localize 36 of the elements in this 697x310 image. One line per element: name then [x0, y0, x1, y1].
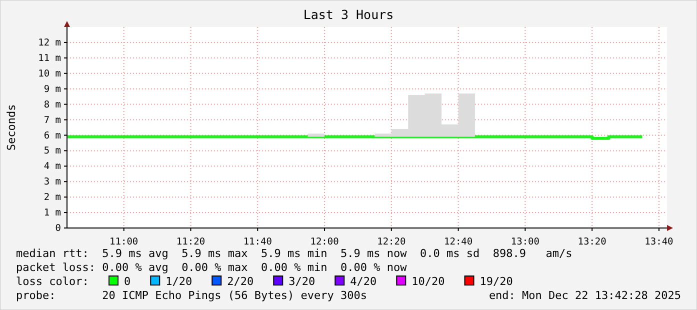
text: 1/20 [166, 275, 192, 288]
text: probe: 20 ICMP Echo Pings (56 Bytes) every 300s [16, 289, 367, 302]
x-tick-label: 11:20 [176, 236, 206, 248]
text: 19/20 [480, 275, 513, 288]
x-tick-label: 12:20 [377, 236, 406, 248]
chart-title: Last 3 Hours [303, 7, 394, 22]
y-tick-label: 0 [55, 223, 62, 234]
text: 0 [124, 275, 131, 288]
y-tick-label: 2 m [44, 192, 62, 204]
x-tick-label: 13:00 [510, 236, 540, 248]
y-tick-label: 6 m [44, 130, 62, 142]
y-tick-label: 7 m [44, 114, 62, 126]
y-tick-label: 5 m [44, 146, 62, 157]
x-tick-label: 13:20 [578, 236, 607, 248]
y-tick-label: 1 m [44, 208, 62, 219]
y-axis-title: Seconds [5, 104, 18, 151]
text: loss color: [16, 275, 89, 288]
x-tick-label: 12:00 [310, 236, 340, 248]
y-tick-label: 4 m [44, 161, 62, 172]
y-tick-label: 12 m [38, 38, 62, 48]
x-tick-label: 11:40 [243, 236, 272, 248]
text: median rtt: 5.9 ms avg 5.9 ms max 5.9 ms min 5.9 ms now 0.0 ms sd 898.9 am/s [16, 247, 572, 260]
y-tick-label: 11 m [38, 52, 62, 64]
x-tick-label: 13:40 [644, 236, 674, 248]
text: packet loss: 0.00 % avg 0.00 % max 0.00 % min 0.00 % now [16, 261, 408, 274]
text: 2/20 [227, 275, 254, 288]
x-tick-label: 11:00 [110, 236, 138, 248]
y-tick-label: 10 m [38, 68, 62, 80]
text: end: Mon Dec 22 13:42:28 2025 [488, 289, 681, 302]
text: 10/20 [412, 275, 445, 288]
text: 4/20 [350, 275, 377, 288]
y-tick-label: 8 m [44, 99, 62, 110]
y-tick-label: 9 m [44, 84, 62, 95]
y-tick-label: 3 m [44, 176, 62, 188]
x-tick-label: 12:40 [444, 236, 473, 248]
text: 3/20 [288, 275, 316, 288]
